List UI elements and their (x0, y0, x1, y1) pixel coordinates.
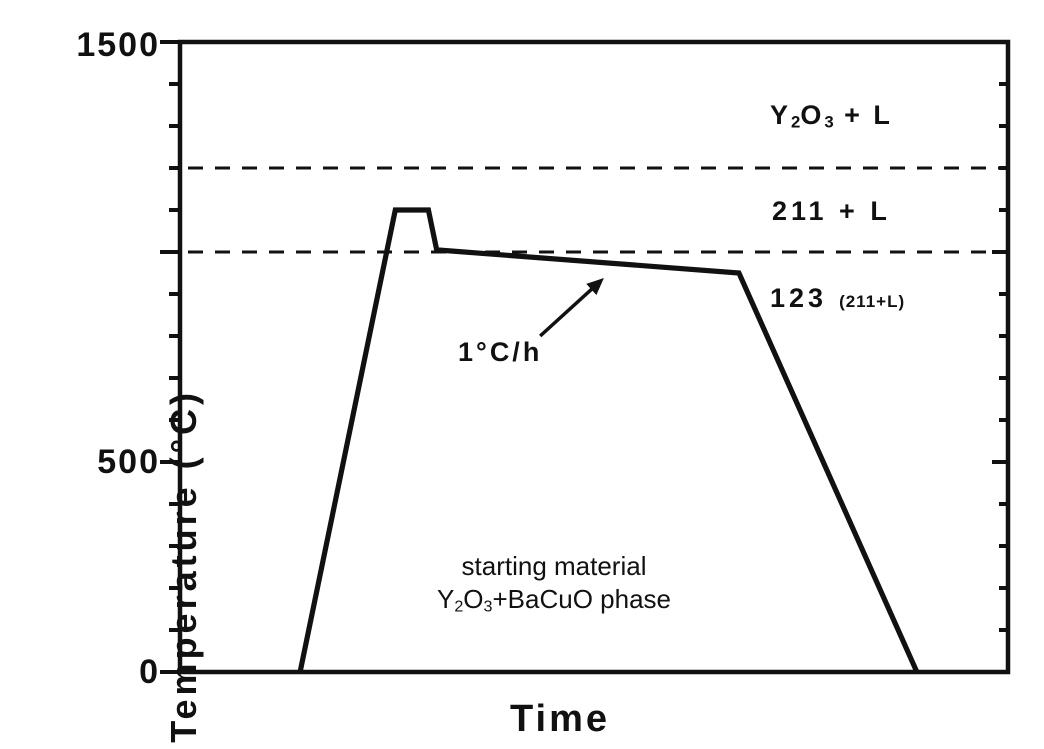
phase-region-label-123: 123 (211+L) (770, 283, 905, 314)
region-top-text: Y (770, 100, 792, 130)
cooling-rate-annotation: 1°C/h (458, 337, 543, 367)
sm-s0: 2 (454, 597, 464, 616)
cooling-rate-arrow-head (586, 278, 604, 295)
region-bottom-paren: (211+L) (839, 292, 906, 311)
starting-material-annotation: starting material Y2O3+BaCuO phase (404, 550, 704, 624)
phase-region-label-y2o3-plus-l: Y2O3 + L (770, 100, 893, 133)
region-top-sub2: 3 (824, 112, 834, 132)
plot-border (177, 39, 1011, 675)
y-tick-label-0: 0 (139, 653, 160, 691)
y-tick-label-1500: 1500 (76, 26, 160, 64)
sm-p1: O (463, 584, 484, 614)
starting-material-line2: Y2O3+BaCuO phase (404, 583, 704, 624)
phase-region-label-211-plus-l: 211 + L (772, 196, 891, 226)
sm-p2: +BaCuO phase (492, 584, 672, 614)
sm-p0: Y (436, 584, 455, 614)
region-top-text3: + L (833, 100, 893, 130)
cooling-rate-arrow-shaft (539, 282, 599, 338)
region-top-sub1: 2 (791, 112, 801, 132)
region-top-text2: O (800, 100, 825, 130)
region-bottom-main: 123 (770, 283, 828, 313)
sm-s1: 3 (483, 597, 493, 616)
y-tick-label-500: 500 (97, 443, 160, 481)
temperature-profile-line (297, 207, 920, 674)
x-axis-label: Time (509, 698, 610, 740)
y-axis-label: Temperature (°C) (162, 389, 204, 743)
starting-material-line1: starting material (461, 551, 647, 581)
